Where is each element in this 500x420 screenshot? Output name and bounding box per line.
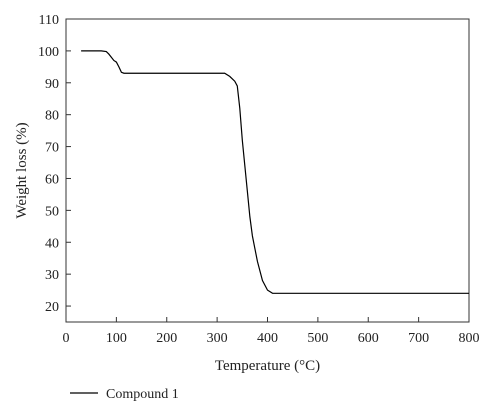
y-tick-label: 80 <box>45 109 59 124</box>
y-tick-label: 70 <box>45 141 59 156</box>
y-tick-label: 100 <box>38 45 59 60</box>
plot-frame <box>65 18 470 323</box>
x-tick-label: 400 <box>257 331 278 346</box>
x-tick-label: 800 <box>459 331 480 346</box>
x-axis-ticks: 0 100 200 300 400 500 600 700 800 <box>63 317 480 346</box>
y-tick-label: 90 <box>45 77 59 92</box>
x-tick-label: 300 <box>207 331 228 346</box>
legend: Compound 1 <box>70 387 179 402</box>
y-tick-label: 30 <box>45 268 59 283</box>
y-tick-label: 50 <box>45 204 59 219</box>
x-tick-label: 700 <box>408 331 429 346</box>
legend-label-compound-1: Compound 1 <box>106 387 179 402</box>
series-line-compound-1 <box>81 50 469 294</box>
y-axis-title: Weight loss (%) <box>14 122 30 218</box>
x-axis-title: Temperature (°C) <box>215 358 320 374</box>
x-tick-label: 0 <box>63 331 70 346</box>
y-tick-label: 110 <box>39 13 59 28</box>
x-tick-label: 600 <box>358 331 379 346</box>
x-tick-label: 100 <box>106 331 127 346</box>
x-tick-label: 500 <box>307 331 328 346</box>
y-tick-label: 20 <box>45 300 59 315</box>
y-tick-label: 40 <box>45 236 59 251</box>
y-axis-ticks: 20 30 40 50 60 70 80 90 100 110 <box>38 13 71 315</box>
y-tick-label: 60 <box>45 172 59 187</box>
x-tick-label: 200 <box>156 331 177 346</box>
